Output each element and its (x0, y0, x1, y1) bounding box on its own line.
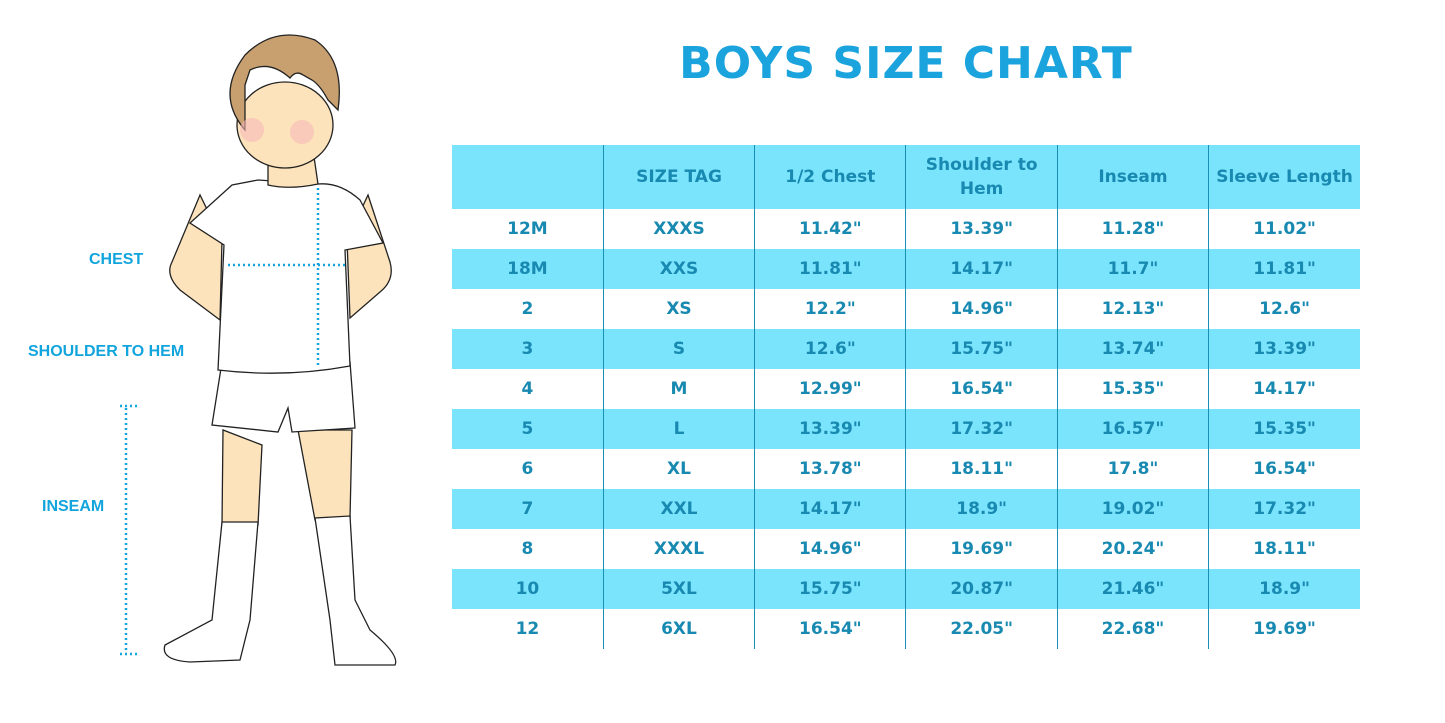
table-cell: 16.54" (1208, 449, 1360, 489)
table-cell: 13.74" (1056, 329, 1209, 369)
table-cell: 13.39" (905, 209, 1058, 249)
table-row: 5 L 13.39" 17.32" 16.57" 15.35" (452, 409, 1360, 449)
table-cell: 11.02" (1208, 209, 1360, 249)
table-cell: 16.57" (1056, 409, 1209, 449)
table-cell: 13.39" (1208, 329, 1360, 369)
left-sock (163, 521, 259, 663)
table-header: SIZE TAG 1/2 Chest Shoulder to Hem Inseam Sl… (452, 145, 1360, 209)
table-cell: 13.39" (754, 409, 906, 449)
table-cell: 15.75" (905, 329, 1058, 369)
column-header: Inseam (1056, 145, 1209, 209)
size-table: SIZE TAG 1/2 Chest Shoulder to Hem Inseam Sl… (452, 145, 1360, 649)
table-cell: 6XL (602, 609, 755, 649)
table-cell: 14.17" (1208, 369, 1360, 409)
table-cell: XXXS (602, 209, 755, 249)
table-cell: 14.96" (754, 529, 906, 569)
table-cell: S (602, 329, 755, 369)
table-row: 12 6XL 16.54" 22.05" 22.68" 19.69" (452, 609, 1360, 649)
column-header: SIZE TAG (602, 145, 755, 209)
table-cell: L (602, 409, 755, 449)
table-cell: 12.2" (754, 289, 906, 329)
table-row: 4 M 12.99" 16.54" 15.35" 14.17" (452, 369, 1360, 409)
table-cell: XL (602, 449, 755, 489)
table-cell: 11.7" (1056, 249, 1209, 289)
table-cell: 11.28" (1056, 209, 1209, 249)
table-cell: 15.35" (1208, 409, 1360, 449)
inseam-label: INSEAM (42, 498, 105, 515)
right-sock (314, 515, 397, 666)
table-cell: M (602, 369, 755, 409)
table-cell: 7 (452, 489, 604, 529)
shoulder-to-hem-label: SHOULDER TO HEM (28, 343, 185, 360)
shorts (211, 361, 356, 433)
hair (229, 34, 340, 132)
table-cell: 20.24" (1056, 529, 1209, 569)
table-cell: XXL (602, 489, 755, 529)
table-cell: 18.9" (905, 489, 1058, 529)
table-cell: 19.02" (1056, 489, 1209, 529)
table-cell: 12.13" (1056, 289, 1209, 329)
table-cell: 18.11" (905, 449, 1058, 489)
table-cell: 14.17" (905, 249, 1058, 289)
table-cell: 12.6" (754, 329, 906, 369)
table-cell: XS (602, 289, 755, 329)
table-row: 7 XXL 14.17" 18.9" 19.02" 17.32" (452, 489, 1360, 529)
table-cell: 17.32" (905, 409, 1058, 449)
shirt (188, 179, 384, 374)
table-cell: 11.81" (754, 249, 906, 289)
table-row: 3 S 12.6" 15.75" 13.74" 13.39" (452, 329, 1360, 369)
table-cell: 14.96" (905, 289, 1058, 329)
face (236, 81, 334, 169)
table-cell: 15.75" (754, 569, 906, 609)
column-header: Shoulder to Hem (905, 145, 1058, 209)
table-cell: 14.17" (754, 489, 906, 529)
table-cell: 18.11" (1208, 529, 1360, 569)
table-cell: 18M (452, 249, 604, 289)
table-row: 6 XL 13.78" 18.11" 17.8" 16.54" (452, 449, 1360, 489)
table-row: 2 XS 12.2" 14.96" 12.13" 12.6" (452, 289, 1360, 329)
table-cell: 16.54" (754, 609, 906, 649)
table-cell: 5XL (602, 569, 755, 609)
table-cell: 11.81" (1208, 249, 1360, 289)
table-row: 8 XXXL 14.96" 19.69" 20.24" 18.11" (452, 529, 1360, 569)
table-row: 12M XXXS 11.42" 13.39" 11.28" 11.02" (452, 209, 1360, 249)
table-cell: 5 (452, 409, 604, 449)
table-cell: 11.42" (754, 209, 906, 249)
table-cell: 2 (521, 299, 534, 319)
table-cell: 19.69" (905, 529, 1058, 569)
table-cell: 4 (521, 379, 534, 399)
table-cell: 16.54" (905, 369, 1058, 409)
table-cell: 15.35" (1056, 369, 1209, 409)
table-cell: 12.99" (754, 369, 906, 409)
column-header (452, 145, 604, 209)
page-title: BOYS SIZE CHART (679, 38, 1133, 89)
table-cell: 17.8" (1056, 449, 1209, 489)
table-cell: 21.46" (1056, 569, 1209, 609)
table-row: 18M XXS 11.81" 14.17" 11.7" 11.81" (452, 249, 1360, 289)
boy-illustration (120, 34, 397, 666)
table-cell: 22.05" (905, 609, 1058, 649)
table-cell: 17.32" (1208, 489, 1360, 529)
table-cell: 22.68" (1056, 609, 1209, 649)
chest-label: CHEST (89, 251, 144, 268)
column-header: Sleeve Length (1208, 145, 1360, 209)
table-cell: 10 (452, 569, 604, 609)
table-cell: 13.78" (754, 449, 906, 489)
column-header: 1/2 Chest (754, 145, 906, 209)
measure-lines (120, 188, 345, 656)
table-cell: 19.69" (1208, 609, 1360, 649)
table-cell: XXXL (602, 529, 755, 569)
table-cell: 8 (521, 539, 534, 559)
table-cell: XXS (602, 249, 755, 289)
table-cell: 6 (521, 459, 534, 479)
table-cell: 12.6" (1208, 289, 1360, 329)
table-row: 10 5XL 15.75" 20.87" 21.46" 18.9" (452, 569, 1360, 609)
table-cell: 12 (515, 619, 540, 639)
table-cell: 12M (507, 219, 548, 239)
table-cell: 3 (452, 329, 604, 369)
table-cell: 18.9" (1208, 569, 1360, 609)
table-cell: 20.87" (905, 569, 1058, 609)
